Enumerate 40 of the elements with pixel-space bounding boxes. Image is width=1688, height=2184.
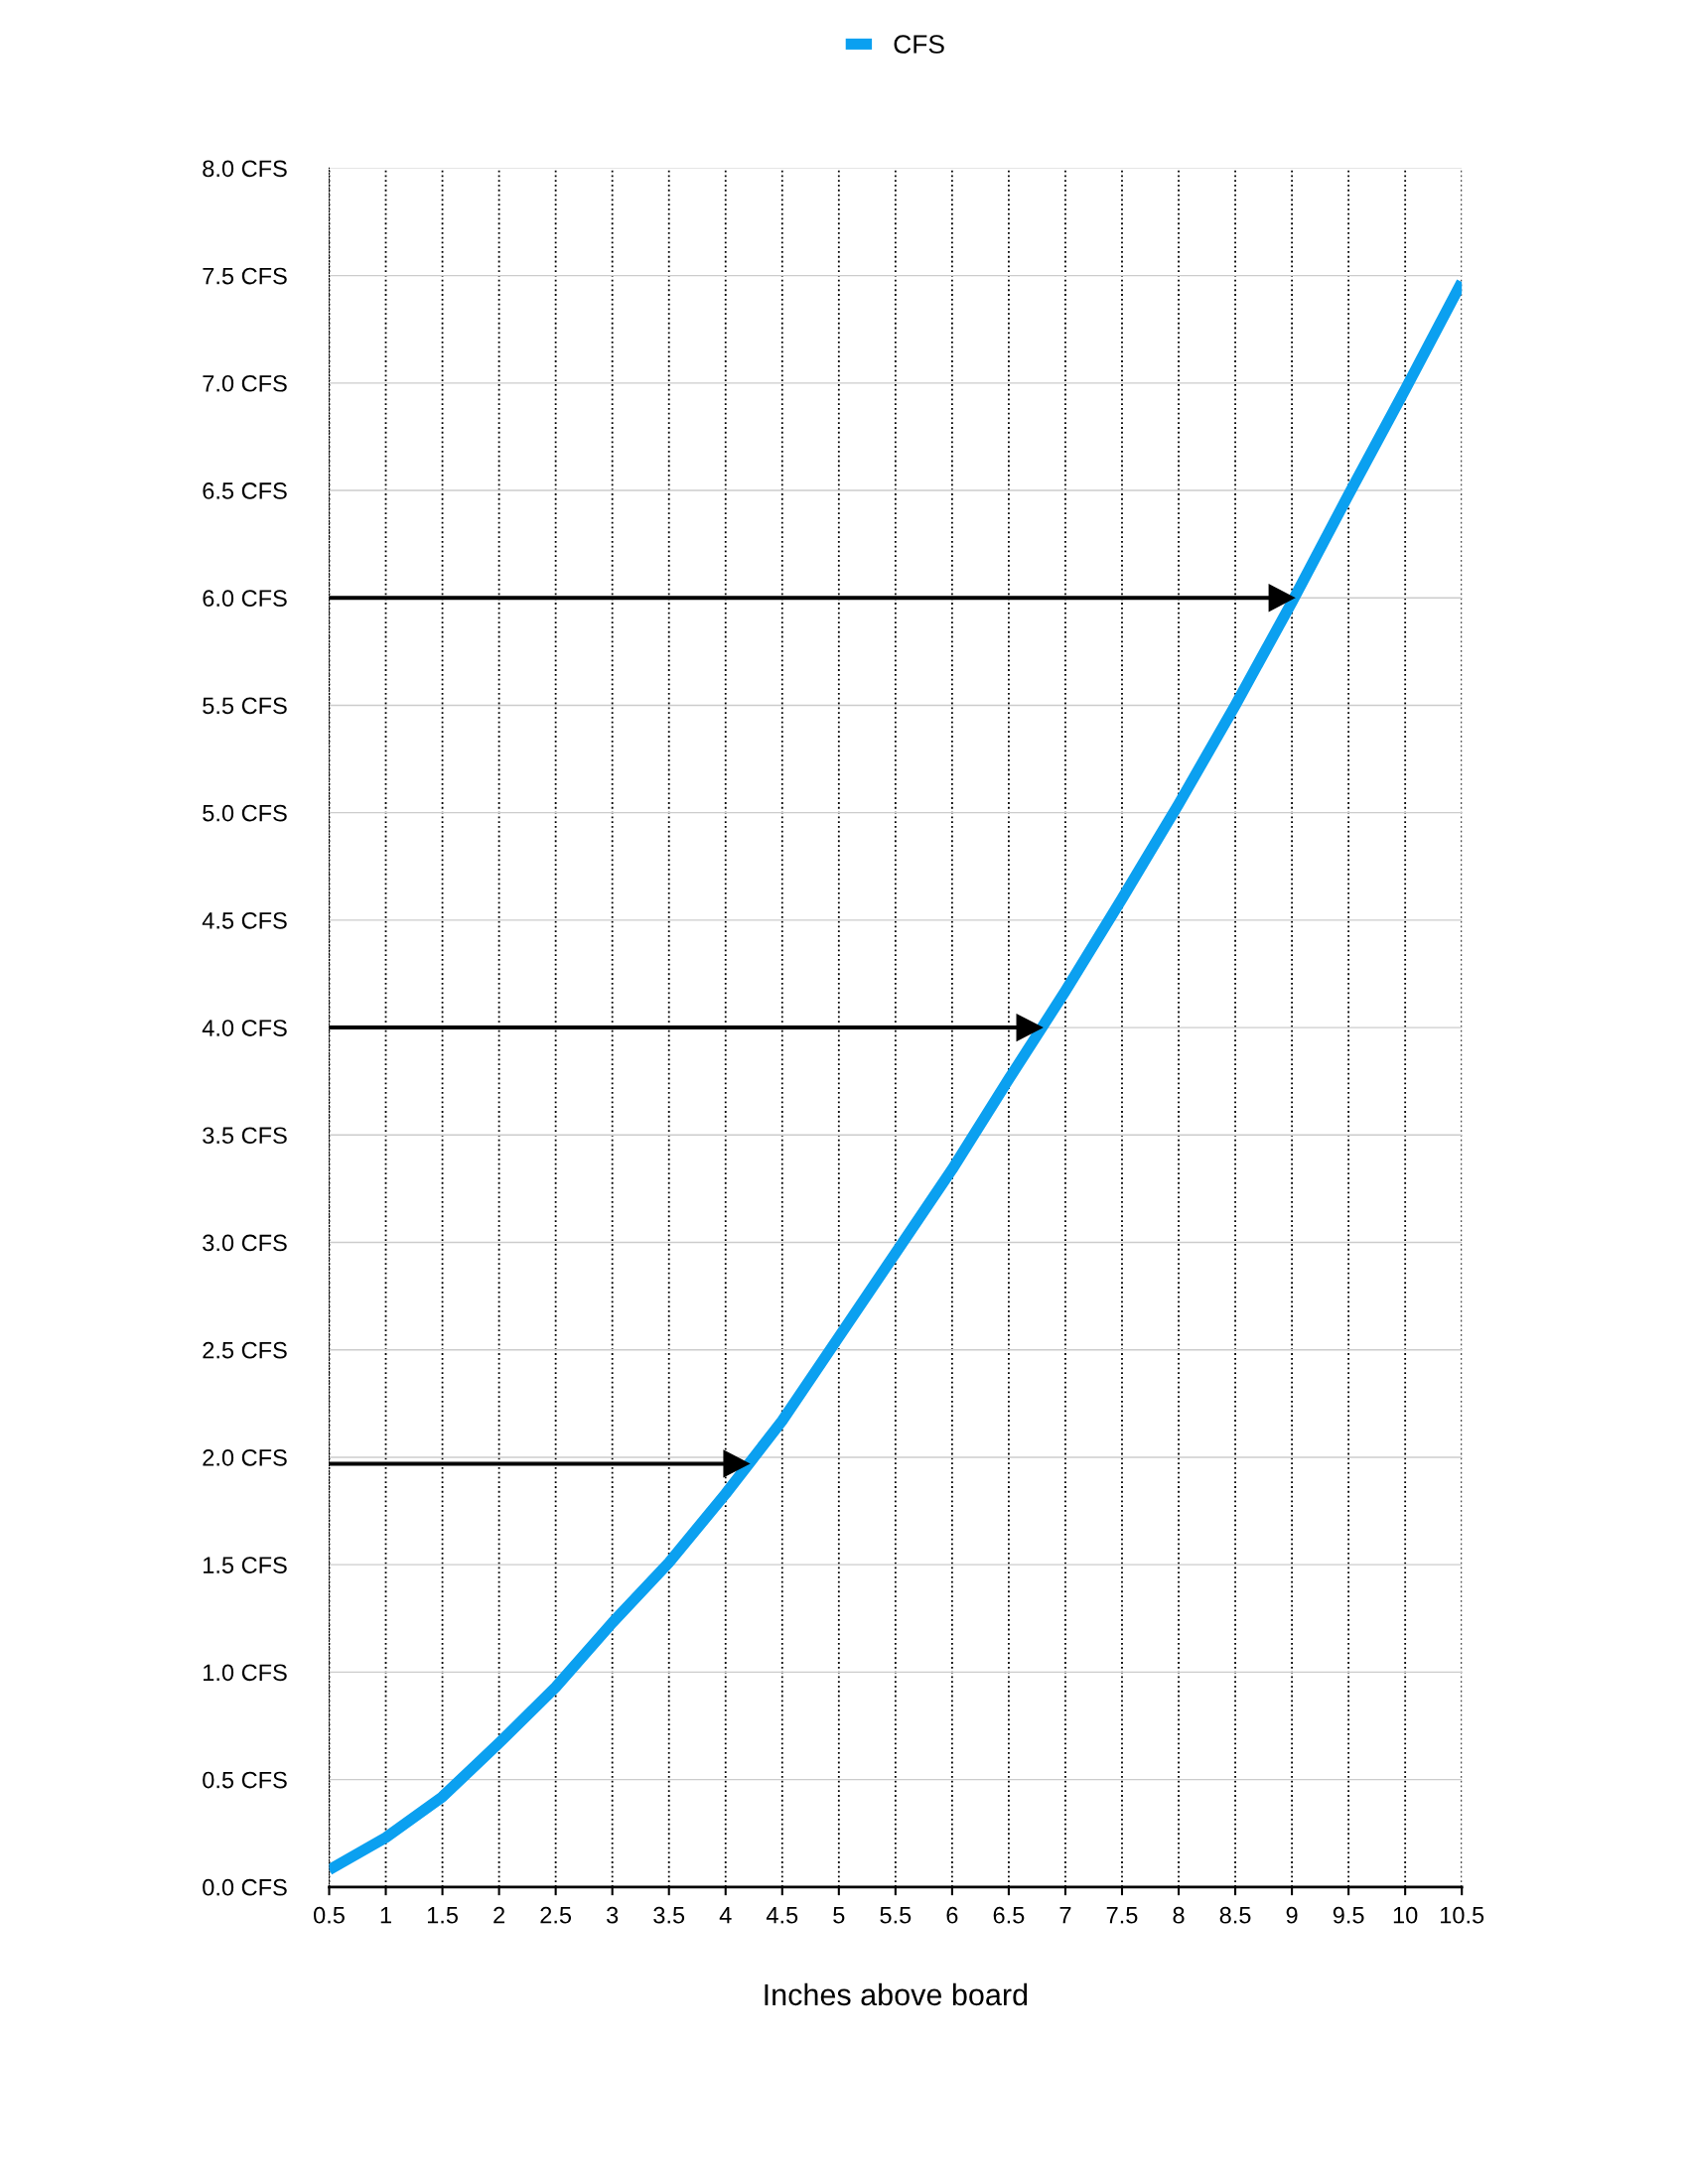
- y-tick-label: 7.5 CFS: [203, 267, 287, 285]
- y-tick-label: 7.0 CFS: [203, 374, 287, 392]
- y-tick-label: 1.5 CFS: [204, 1557, 287, 1573]
- y-tick-label: 8.0 CFS: [203, 160, 287, 178]
- y-tick-label: 2.0 CFS: [203, 1449, 287, 1466]
- y-tick-label: 4.0 CFS: [202, 1020, 287, 1036]
- x-tick-label: 2.5: [540, 1906, 572, 1924]
- x-tick-label: 4.5: [766, 1907, 798, 1924]
- x-tick-label: 10: [1393, 1906, 1418, 1924]
- x-tick-label: 6.5: [993, 1906, 1025, 1924]
- x-tick-label: 9.5: [1333, 1906, 1364, 1924]
- x-tick-label: 1: [380, 1907, 391, 1924]
- x-tick-label: 0.5: [314, 1906, 345, 1924]
- y-tick-label: 0.5 CFS: [203, 1771, 287, 1789]
- x-tick-label: 1.5: [427, 1907, 458, 1924]
- x-tick-label: 8.5: [1219, 1906, 1251, 1924]
- y-tick-label: 6.5 CFS: [203, 482, 287, 499]
- x-tick-label: 5.5: [880, 1907, 912, 1924]
- y-tick-label: 0.0 CFS: [203, 1878, 287, 1896]
- x-tick-label: 2: [493, 1906, 504, 1924]
- x-tick-label: 5: [833, 1907, 845, 1924]
- y-tick-label: 3.0 CFS: [203, 1234, 287, 1252]
- y-tick-label: 2.5 CFS: [203, 1341, 287, 1359]
- x-tick-label: 6: [946, 1906, 958, 1924]
- x-tick-label: 4: [719, 1907, 732, 1924]
- y-tick-label: 5.5 CFS: [203, 697, 287, 715]
- y-tick-label: 5.0 CFS: [203, 804, 287, 822]
- x-tick-label: 9: [1286, 1906, 1298, 1924]
- x-axis-title: Inches above board: [765, 1982, 1028, 2006]
- x-tick-label: 7: [1059, 1907, 1071, 1924]
- legend-label: CFS: [894, 35, 944, 54]
- x-tick-label: 10.5: [1441, 1906, 1484, 1924]
- x-tick-label: 3.5: [653, 1906, 685, 1924]
- y-tick-label: 1.0 CFS: [204, 1664, 287, 1682]
- y-tick-label: 4.5 CFS: [202, 911, 287, 929]
- x-tick-label: 8: [1173, 1906, 1185, 1924]
- y-tick-label: 3.5 CFS: [203, 1127, 287, 1145]
- x-tick-label: 3: [607, 1906, 619, 1924]
- x-tick-label: 7.5: [1106, 1907, 1138, 1924]
- y-tick-label: 6.0 CFS: [203, 590, 287, 608]
